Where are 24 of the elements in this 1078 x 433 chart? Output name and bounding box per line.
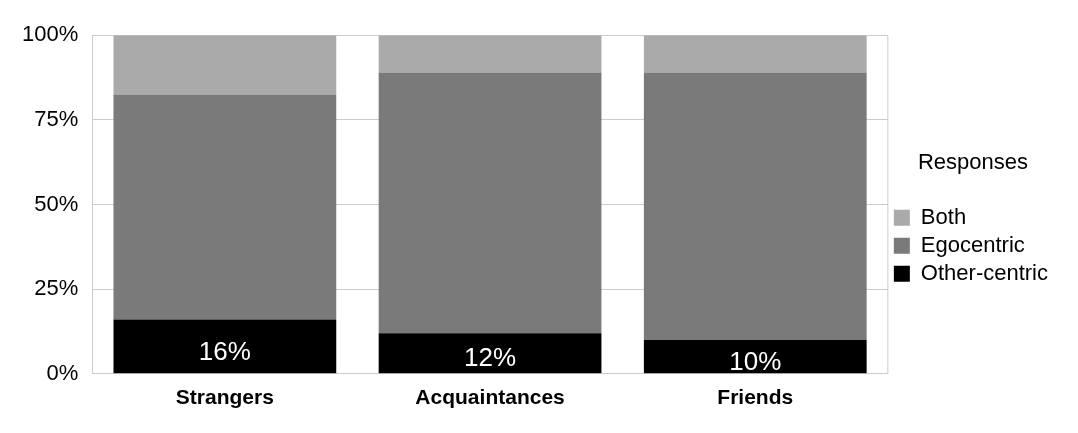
x-tick-label: Strangers bbox=[175, 385, 274, 409]
data-label: 16% bbox=[198, 335, 251, 366]
bar bbox=[378, 72, 602, 334]
y-tick-label: 100% bbox=[21, 21, 79, 47]
legend-title: Responses bbox=[917, 149, 1028, 175]
legend-label: Other-centric bbox=[920, 259, 1049, 285]
y-tick-label: 50% bbox=[34, 190, 79, 216]
x-tick-label: Acquaintances bbox=[415, 385, 565, 409]
y-tick-label: 75% bbox=[34, 105, 79, 131]
bar bbox=[113, 35, 337, 95]
y-tick-label: 0% bbox=[46, 359, 79, 385]
x-tick-label: Friends bbox=[717, 385, 794, 409]
bar bbox=[378, 35, 602, 73]
bar bbox=[643, 72, 867, 340]
legend-label: Egocentric bbox=[920, 231, 1025, 257]
bar bbox=[643, 35, 867, 73]
bar bbox=[113, 319, 337, 374]
y-tick-label: 25% bbox=[34, 275, 79, 301]
data-label: 10% bbox=[729, 345, 782, 376]
legend-label: Both bbox=[920, 203, 967, 229]
data-label: 12% bbox=[464, 342, 517, 373]
bar bbox=[113, 94, 337, 320]
bar bbox=[378, 333, 602, 374]
bar bbox=[643, 339, 867, 374]
